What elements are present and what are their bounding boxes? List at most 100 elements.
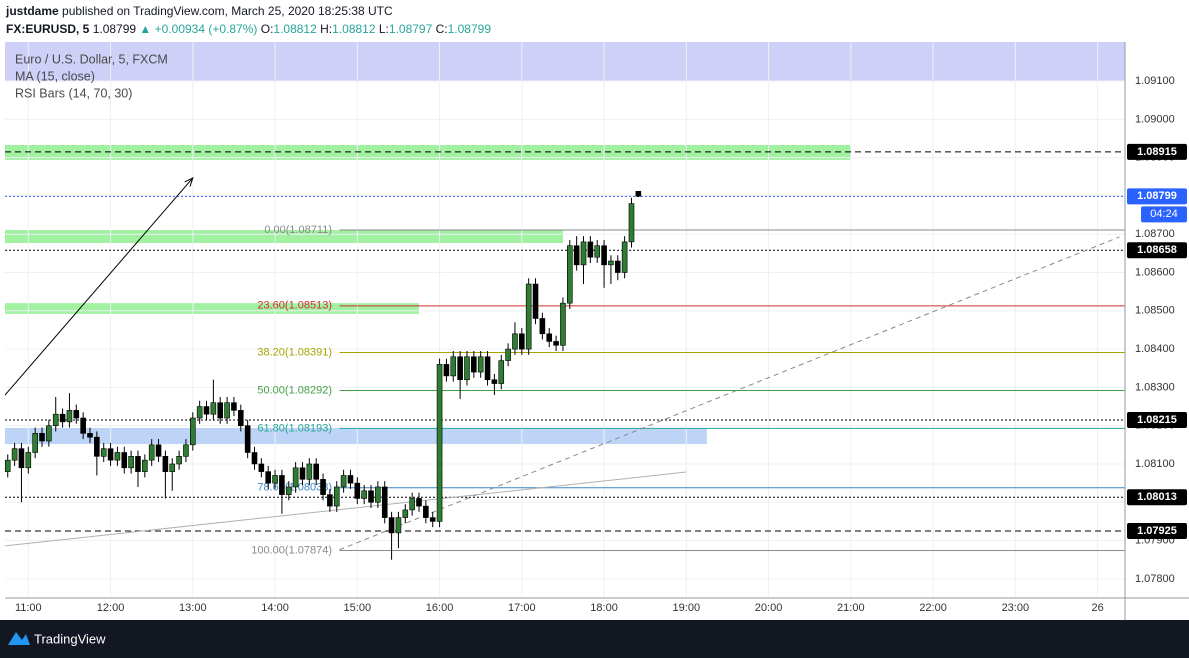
candle-body	[594, 245, 601, 258]
candle-body	[32, 433, 38, 453]
fib-label: 23.60(1.08513)	[257, 300, 332, 312]
candle-body	[142, 459, 148, 472]
x-tick-label: 23:00	[1002, 602, 1030, 614]
candle-body	[361, 490, 367, 499]
trend-line	[4, 471, 687, 547]
candle-body	[237, 410, 244, 426]
ohlc-label: O:	[261, 22, 274, 36]
candle-body	[436, 364, 443, 522]
candle-body	[566, 245, 573, 304]
x-tick-label: 17:00	[508, 602, 536, 614]
price-badge-label: 1.08215	[1137, 414, 1177, 426]
countdown: 04:24	[1150, 208, 1178, 220]
candle-body	[464, 356, 470, 381]
ohlc-label: L:	[379, 22, 389, 36]
candle-body	[375, 486, 381, 503]
y-tick-label: 1.08100	[1135, 458, 1175, 470]
footer-brand: TradingView	[34, 631, 106, 646]
candle-body	[333, 486, 340, 507]
price-badge	[1127, 242, 1187, 259]
legend-item: RSI Bars (14, 70, 30)	[15, 86, 132, 100]
fib-label: 0.00(1.08711)	[264, 224, 332, 236]
candle-body	[628, 203, 635, 243]
zone	[5, 42, 1125, 82]
countdown-badge	[1141, 206, 1187, 223]
candle-body	[169, 463, 176, 472]
candle-body	[244, 425, 251, 453]
fib-label: 61.80(1.08193)	[257, 422, 332, 434]
ohlc-value: 1.08797	[389, 22, 433, 36]
candle-body	[107, 448, 114, 461]
x-tick-label: 14:00	[261, 602, 289, 614]
logo	[8, 632, 30, 645]
candle-body	[539, 318, 546, 335]
candle-body	[231, 402, 237, 411]
price-badge-label: 1.08013	[1137, 491, 1177, 503]
candle-body	[80, 417, 86, 434]
candle-body	[587, 241, 594, 258]
candle-body	[183, 444, 189, 457]
x-tick-label: 11:00	[15, 602, 42, 614]
legend-item: MA (15, close)	[15, 69, 95, 83]
y-tick-label: 1.09100	[1135, 75, 1175, 87]
y-tick-label: 1.07800	[1135, 573, 1175, 585]
candle-body	[519, 333, 525, 350]
candle-body	[573, 245, 580, 266]
zone	[5, 145, 851, 160]
candle-body	[52, 413, 59, 426]
candle-body	[272, 475, 278, 484]
candle-body	[4, 459, 11, 472]
candle-body	[388, 517, 395, 534]
candle-body	[491, 379, 498, 384]
ohlc-value: 1.08812	[273, 22, 317, 36]
candle-body	[224, 402, 230, 419]
y-tick-label: 1.08500	[1135, 305, 1175, 317]
candle-body	[395, 517, 402, 534]
zone	[5, 303, 420, 314]
price-badge	[1127, 522, 1187, 539]
candle-body	[279, 475, 285, 495]
change: ▲ +0.00934 (+0.87%)	[139, 22, 257, 36]
candle-body	[505, 348, 511, 361]
candle-body	[135, 456, 141, 472]
x-tick-label: 20:00	[755, 602, 783, 614]
candle-body	[471, 356, 477, 373]
candle-body	[162, 456, 169, 472]
candle-body	[203, 406, 210, 415]
candle-body	[614, 260, 621, 273]
header-bg	[0, 0, 1189, 42]
candle-body	[196, 406, 203, 419]
x-tick-label: 16:00	[426, 602, 454, 614]
candle-body	[423, 505, 429, 518]
candle-body	[176, 456, 182, 465]
zone	[5, 427, 707, 445]
candle-body	[320, 478, 326, 495]
candle-body	[416, 498, 422, 507]
x-tick-label: 12:00	[97, 602, 125, 614]
candle-body	[368, 490, 374, 503]
price-badge-label: 1.08915	[1137, 146, 1177, 158]
ohlc-value: 1.08812	[332, 22, 376, 36]
candle-body	[46, 425, 52, 442]
candle-body	[429, 517, 436, 522]
y-tick-label: 1.08400	[1135, 343, 1175, 355]
author: justdame	[5, 4, 59, 18]
candle-body	[94, 436, 100, 457]
candle-body	[155, 444, 162, 457]
x-tick-label: 21:00	[837, 602, 865, 614]
candle-body	[59, 413, 66, 423]
candle-body	[11, 448, 18, 461]
arrow-head	[184, 176, 194, 187]
price-badge-label: 1.08658	[1137, 244, 1177, 256]
candle-body	[258, 463, 265, 472]
candle-body	[477, 356, 484, 373]
x-tick-label: 15:00	[344, 602, 372, 614]
candle-body	[347, 475, 354, 484]
candle-body	[299, 467, 306, 480]
candle-body	[443, 364, 450, 377]
y-tick-label: 1.08700	[1135, 228, 1175, 240]
candle-body	[327, 494, 333, 507]
candle-body	[306, 463, 313, 480]
candle-body	[313, 463, 319, 480]
candle-body	[87, 433, 93, 438]
